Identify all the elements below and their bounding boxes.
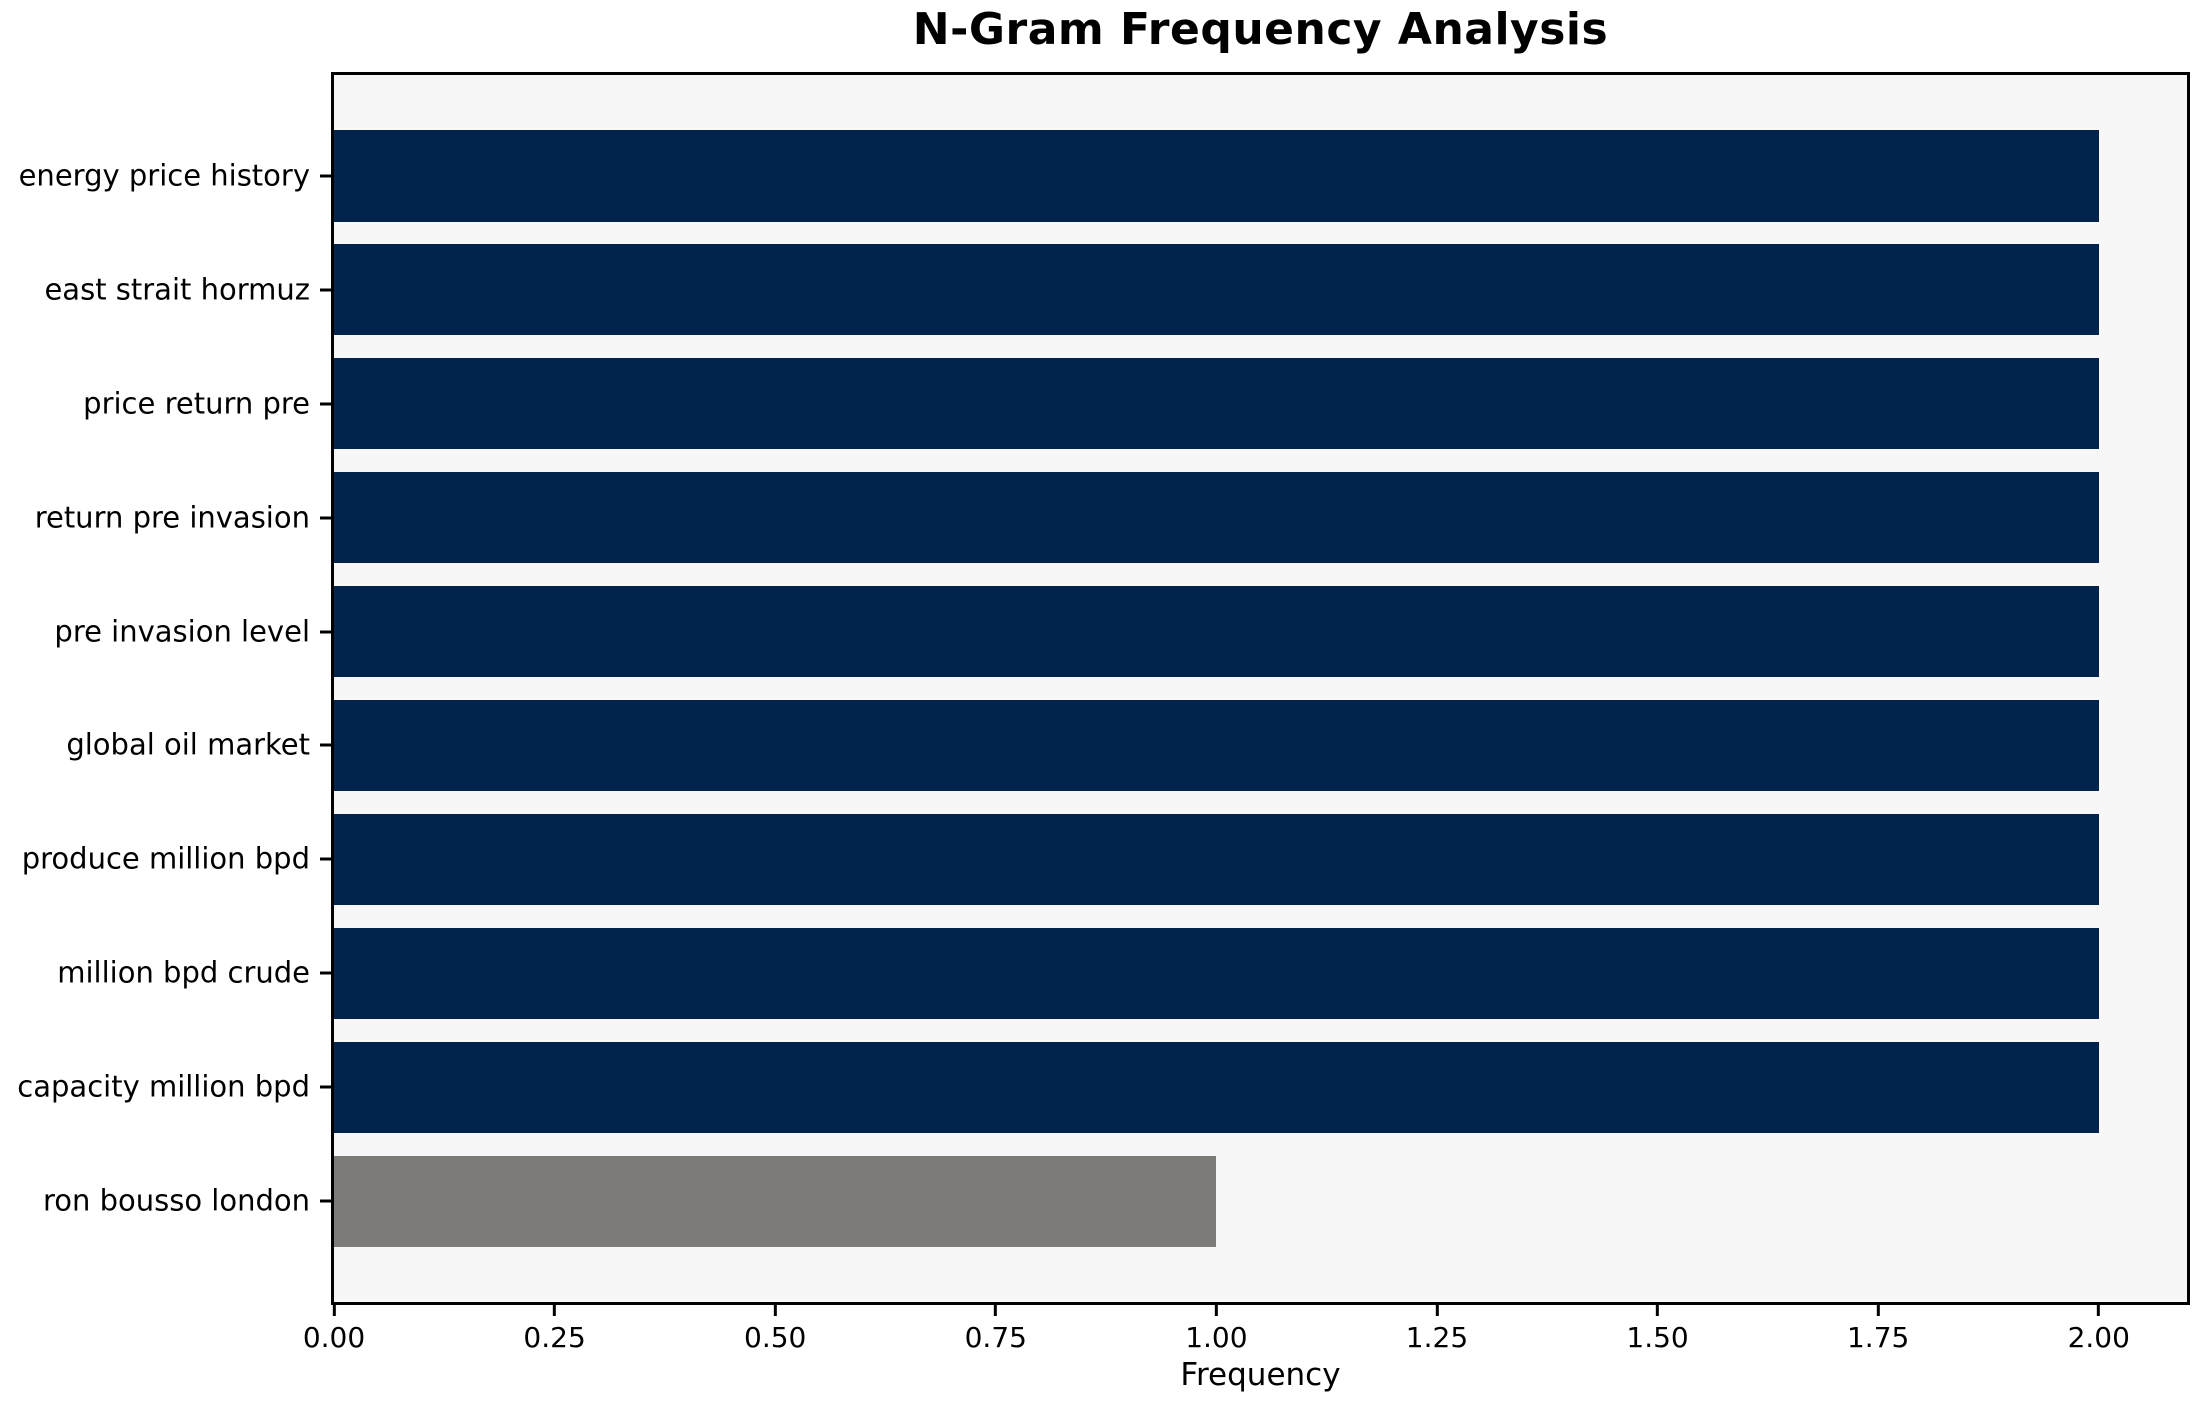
- x-tick-label: 0.00: [302, 1321, 366, 1354]
- x-tick: 1.75: [1847, 1302, 1909, 1352]
- bar-row: energy price history: [19, 119, 2187, 233]
- x-tick-mark: [1214, 1302, 1218, 1316]
- y-tick-label: energy price history: [18, 158, 310, 193]
- x-tick-label: 0.75: [964, 1321, 1027, 1354]
- y-tick-label: ron bousso london: [42, 1183, 310, 1218]
- x-tick: 0.50: [744, 1302, 806, 1352]
- x-tick: 0.25: [523, 1302, 586, 1354]
- y-tick-mark: [320, 174, 334, 178]
- bar-row: pre invasion level: [54, 575, 2187, 689]
- bar-row: global oil market: [66, 689, 2187, 803]
- bar: [334, 1155, 1217, 1247]
- x-tick-label: 1.25: [1405, 1321, 1469, 1354]
- y-tick-label: million bpd crude: [57, 955, 310, 990]
- y-tick-mark: [320, 1085, 334, 1089]
- bar: [334, 813, 2099, 905]
- bar: [334, 699, 2099, 792]
- bar: [334, 1041, 2099, 1133]
- chart-title: N-Gram Frequency Analysis: [912, 4, 1609, 55]
- bar-row: east strait hormuz: [44, 233, 2187, 347]
- x-tick-mark: [1876, 1302, 1880, 1316]
- x-tick-mark: [994, 1302, 998, 1316]
- x-axis-label: Frequency: [1180, 1357, 1341, 1393]
- bar-row: price return pre: [83, 347, 2187, 461]
- bars-container: energy price history east strait hormuz pr…: [17, 75, 2187, 1302]
- x-tick: 2.00: [2068, 1302, 2130, 1352]
- x-tick: 0.00: [303, 1302, 365, 1352]
- y-tick-label: return pre invasion: [34, 500, 310, 535]
- x-tick-mark: [553, 1302, 557, 1316]
- y-tick-mark: [320, 971, 334, 975]
- x-tick-label: 1.00: [1185, 1321, 1248, 1354]
- y-tick-mark: [320, 402, 334, 406]
- x-tick-label: 1.75: [1846, 1321, 1910, 1354]
- x-tick-mark: [1435, 1302, 1439, 1316]
- y-tick-mark: [320, 857, 334, 861]
- x-tick-mark: [2097, 1302, 2101, 1316]
- bar-row: million bpd crude: [57, 916, 2187, 1030]
- x-tick-label: 2.00: [2067, 1321, 2130, 1354]
- y-tick-label: pre invasion level: [54, 614, 310, 649]
- y-tick-label: produce million bpd: [21, 841, 310, 876]
- y-tick-label: price return pre: [83, 386, 310, 421]
- x-tick: 1.00: [1185, 1302, 1248, 1354]
- plot-area: energy price history east strait hormuz pr…: [17, 72, 2190, 1352]
- y-tick-mark: [320, 1199, 334, 1203]
- bar: [334, 586, 2099, 678]
- x-tick-mark: [773, 1302, 777, 1316]
- bar-row: return pre invasion: [35, 461, 2187, 575]
- bar: [334, 130, 2099, 222]
- bar-row: capacity million bpd: [17, 1030, 2187, 1144]
- y-tick-mark: [320, 743, 334, 747]
- y-tick-mark: [320, 288, 334, 292]
- x-tick-mark: [332, 1302, 336, 1316]
- x-tick-label: 0.50: [744, 1321, 807, 1354]
- y-tick-label: capacity million bpd: [17, 1069, 310, 1104]
- y-tick-label: east strait hormuz: [44, 272, 310, 307]
- x-tick: 1.25: [1406, 1302, 1468, 1352]
- x-tick-mark: [1656, 1302, 1660, 1316]
- x-tick: 1.50: [1626, 1302, 1689, 1354]
- bar-row: ron bousso london: [43, 1144, 2187, 1258]
- bar: [334, 927, 2099, 1019]
- x-tick-label: 0.25: [523, 1321, 586, 1354]
- y-tick-mark: [320, 630, 334, 634]
- y-tick-mark: [320, 516, 334, 520]
- x-tick-label: 1.50: [1626, 1321, 1689, 1354]
- bar: [334, 472, 2099, 564]
- bar: [334, 244, 2099, 336]
- x-tick: 0.75: [965, 1302, 1027, 1352]
- y-tick-label: global oil market: [66, 727, 310, 762]
- bar: [334, 358, 2099, 450]
- bar-row: produce million bpd: [22, 802, 2187, 916]
